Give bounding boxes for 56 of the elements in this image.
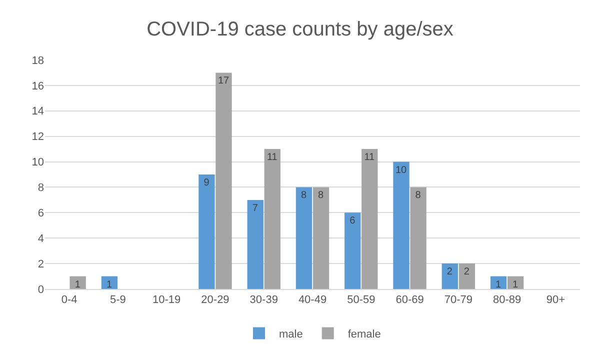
data-label: 1 [496,279,502,290]
data-label: 1 [106,279,112,290]
bar [264,149,280,289]
data-label: 2 [464,266,470,278]
bar [101,276,118,289]
y-tick-label: 8 [38,182,44,194]
bar [344,212,361,289]
bar [216,72,232,289]
x-tick-label: 60-69 [396,294,424,306]
data-label: 11 [364,152,376,164]
data-label: 7 [252,202,258,214]
y-tick-label: 6 [38,208,44,220]
x-tick-label: 80-89 [492,294,522,306]
data-label: 8 [415,190,422,202]
bar [393,162,410,289]
y-tick-label: 4 [38,232,44,245]
bar [312,187,330,289]
y-tick-label: 12 [32,131,44,144]
bar [410,187,426,289]
y-tick-label: 2 [38,258,44,270]
data-label: 8 [318,190,324,202]
x-tick-label: 30-39 [250,294,278,306]
legend-label: female [348,328,381,341]
bar [442,264,458,289]
data-label: 8 [300,190,307,202]
bar [490,276,507,289]
bar [507,276,524,289]
data-label: 6 [350,216,356,227]
bar [198,174,215,289]
x-tick-label: 50-59 [347,294,376,306]
data-label: 1 [512,279,519,290]
chart-title: COVID-19 case counts by age/sex [146,18,454,41]
x-tick-label: 5-9 [110,294,126,306]
x-tick-label: 40-49 [298,294,327,306]
y-tick-label: 14 [32,106,44,118]
bar [362,149,378,289]
x-tick-label: 70-79 [444,294,472,306]
data-label: 1 [74,279,81,290]
x-tick-label: 10-19 [152,294,181,306]
data-label: 17 [218,76,230,87]
x-tick-label: 0-4 [61,294,78,306]
bar [296,187,312,289]
data-label: 10 [395,164,408,176]
bar [247,200,264,289]
bar [70,276,86,289]
data-label: 9 [204,178,210,188]
x-tick-label: 20-29 [201,294,230,306]
data-label: 11 [266,152,278,164]
data-label: 2 [446,266,453,278]
legend-label: male [279,328,303,341]
y-tick-label: 16 [32,80,44,92]
y-tick-label: 18 [32,54,44,67]
x-tick-label: 90+ [546,294,566,306]
y-tick-label: 10 [32,156,44,169]
y-tick-label: 0 [38,284,44,296]
bar [458,264,476,289]
